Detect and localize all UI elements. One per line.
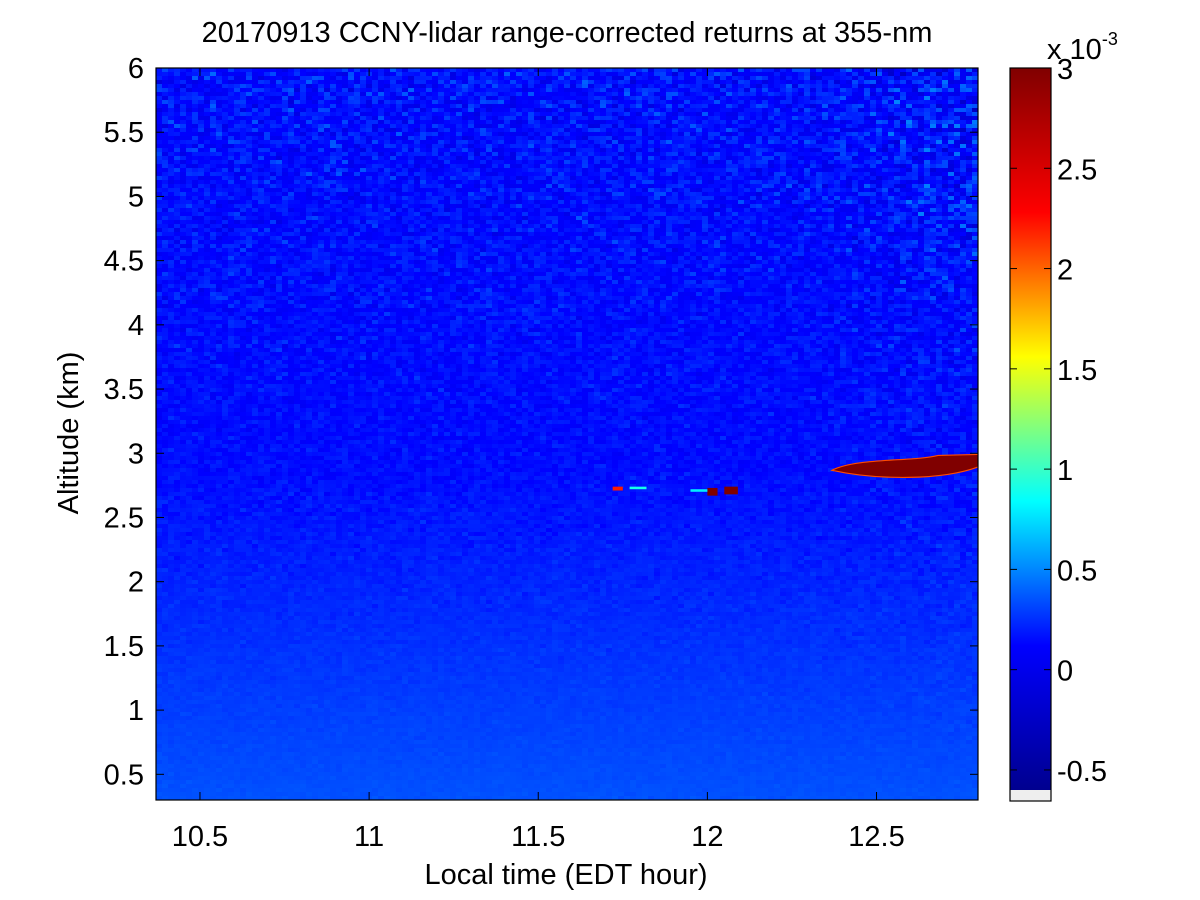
cloud-patch-mark bbox=[690, 489, 707, 492]
colorbar-tick-label: 2.5 bbox=[1057, 154, 1097, 186]
y-tick-label: 5 bbox=[128, 181, 144, 213]
y-tick-label: 6 bbox=[128, 53, 144, 85]
cloud-patch-mark bbox=[724, 487, 738, 495]
y-tick-label: 3 bbox=[128, 438, 144, 470]
colorbar-tick-label: 0.5 bbox=[1057, 555, 1097, 587]
colorbar bbox=[1010, 68, 1051, 790]
colorbar-multiplier: x 10-3 bbox=[1047, 29, 1118, 66]
x-tick-label: 11 bbox=[354, 821, 384, 853]
colorbar-tick-label: 1.5 bbox=[1057, 355, 1097, 387]
cloud-patch-mark bbox=[630, 487, 647, 490]
x-tick-label: 12 bbox=[691, 821, 723, 853]
colorbar-tick-label: -0.5 bbox=[1057, 756, 1107, 788]
colorbar-underflow-swatch bbox=[1010, 790, 1051, 801]
colorbar-multiplier-exponent: -3 bbox=[1102, 29, 1118, 49]
cloud-patch-mark bbox=[707, 488, 717, 496]
y-tick-label: 0.5 bbox=[104, 759, 144, 791]
y-tick-label: 4.5 bbox=[104, 246, 144, 278]
y-tick-label: 4 bbox=[128, 310, 144, 342]
chart-title: 20170913 CCNY-lidar range-corrected retu… bbox=[202, 17, 933, 49]
y-axis-label: Altitude (km) bbox=[53, 352, 85, 515]
y-tick-label: 1.5 bbox=[104, 631, 144, 663]
y-tick-label: 2 bbox=[128, 567, 144, 599]
cloud-patch-mark bbox=[613, 487, 623, 491]
x-tick-label: 12.5 bbox=[848, 821, 904, 853]
colorbar-tick-label: 1 bbox=[1057, 455, 1073, 487]
heatmap-area bbox=[156, 68, 978, 800]
colorbar-tick-label: 2 bbox=[1057, 255, 1073, 287]
colorbar-multiplier-base: x 10 bbox=[1047, 34, 1102, 66]
x-axis-label: Local time (EDT hour) bbox=[424, 859, 707, 891]
x-tick-label: 10.5 bbox=[172, 821, 228, 853]
y-tick-label: 1 bbox=[128, 695, 144, 727]
y-tick-label: 3.5 bbox=[104, 374, 144, 406]
x-tick-label: 11.5 bbox=[511, 821, 565, 853]
y-tick-label: 5.5 bbox=[104, 117, 144, 149]
y-tick-label: 2.5 bbox=[104, 502, 144, 534]
colorbar-tick-label: 0 bbox=[1057, 656, 1073, 688]
